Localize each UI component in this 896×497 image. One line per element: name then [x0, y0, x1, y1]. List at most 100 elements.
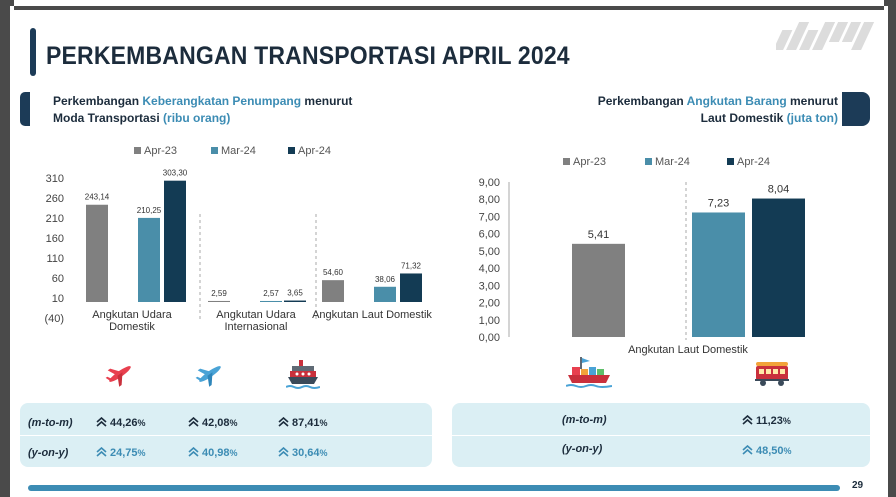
- y-tick-label: 8,00: [479, 194, 500, 206]
- y-tick-label: 7,00: [479, 211, 500, 223]
- cargo-bar-chart: Apr-23 Mar-24 Apr-24 9,00 8,00 7,00 6,00 5,00 4,…: [479, 156, 805, 356]
- y-tick-label: 4,00: [479, 263, 500, 275]
- double-chevron-up-icon: [96, 417, 107, 427]
- double-chevron-up-icon: [96, 447, 107, 457]
- legend-swatch: [727, 158, 734, 165]
- growth-value: 11,23%: [742, 415, 791, 427]
- y-tick-label: 1,00: [479, 315, 500, 327]
- data-label: 38,06: [375, 275, 396, 284]
- bar: [374, 286, 396, 302]
- y-tick-label: 210: [46, 213, 64, 225]
- right-header-accent: [842, 92, 870, 126]
- bar: [164, 180, 186, 302]
- growth-value: 48,50%: [742, 445, 792, 457]
- y-tick-label: 310: [46, 173, 64, 185]
- data-label: 3,65: [287, 289, 303, 298]
- legend-label: Mar-24: [655, 156, 690, 168]
- data-label: 8,04: [768, 184, 789, 196]
- page-number: 29: [852, 480, 864, 491]
- double-chevron-up-icon: [278, 447, 289, 457]
- title-accent-bar: [30, 28, 36, 76]
- data-label: 243,14: [85, 193, 110, 202]
- category-label: Internasional: [225, 321, 288, 333]
- category-label: Angkutan Laut Domestik: [312, 309, 432, 321]
- legend-swatch: [211, 147, 218, 154]
- legend-label: Apr-24: [298, 145, 331, 157]
- ship-passenger-icon: [286, 360, 320, 389]
- legend-swatch: [645, 158, 652, 165]
- legend-swatch: [134, 147, 141, 154]
- growth-value: 42,08%: [188, 417, 238, 429]
- y-tick-label: 0,00: [479, 332, 500, 344]
- passenger-bar-chart: Apr-23 Mar-24 Apr-24 310 260 210 160 110 60 10 (40…: [44, 145, 432, 333]
- mtm-label: (m-to-m): [28, 417, 73, 429]
- window-top-border: [0, 0, 896, 10]
- table-divider: [20, 435, 432, 436]
- y-tick-label: 6,00: [479, 229, 500, 241]
- y-tick-label: 260: [46, 193, 64, 205]
- window-left-border: [0, 0, 14, 497]
- growth-value: 44,26%: [96, 417, 146, 429]
- legend-label: Apr-23: [144, 145, 177, 157]
- left-header-accent: [20, 92, 30, 126]
- legend-label: Mar-24: [221, 145, 256, 157]
- data-label: 303,30: [163, 169, 188, 178]
- y-tick-label: 5,00: [479, 246, 500, 258]
- yoy-label: (y-on-y): [562, 443, 603, 455]
- category-label: Angkutan Udara: [216, 309, 296, 321]
- left-growth-table: (m-to-m) (y-on-y) 44,26% 42,08% 87,41% 2…: [20, 403, 432, 467]
- double-chevron-up-icon: [742, 445, 753, 455]
- y-tick-label: 10: [52, 293, 64, 305]
- category-label: Domestik: [109, 321, 155, 333]
- bar: [260, 300, 282, 302]
- y-tick-label: 3,00: [479, 280, 500, 292]
- growth-value: 30,64%: [278, 447, 328, 459]
- double-chevron-up-icon: [742, 415, 753, 425]
- y-tick-label: 60: [52, 273, 64, 285]
- growth-value: 40,98%: [188, 447, 238, 459]
- data-label: 71,32: [401, 261, 422, 270]
- growth-value: 87,41%: [278, 417, 328, 429]
- bps-logo-icon: [776, 22, 875, 50]
- legend-swatch: [288, 147, 295, 154]
- bar: [86, 204, 108, 302]
- y-tick-label: 110: [46, 253, 64, 265]
- double-chevron-up-icon: [278, 417, 289, 427]
- data-label: 5,41: [588, 229, 609, 241]
- bar: [572, 243, 625, 337]
- category-label: Angkutan Laut Domestik: [628, 344, 748, 356]
- data-label: 210,25: [137, 206, 162, 215]
- bar: [322, 280, 344, 302]
- y-tick-label: 2,00: [479, 298, 500, 310]
- data-label: 7,23: [708, 197, 729, 209]
- bar: [284, 300, 306, 302]
- footer-bar: [28, 485, 840, 491]
- bar: [752, 198, 805, 337]
- category-label: Angkutan Udara: [92, 309, 172, 321]
- table-divider: [452, 435, 870, 436]
- data-label: 2,59: [211, 289, 227, 298]
- mtm-label: (m-to-m): [562, 414, 607, 426]
- y-tick-label: 160: [46, 233, 64, 245]
- cargo-ship-icon: [566, 357, 612, 388]
- bar: [138, 217, 160, 302]
- double-chevron-up-icon: [188, 447, 199, 457]
- right-growth-table: (m-to-m) (y-on-y) 11,23% 48,50%: [452, 403, 870, 467]
- legend-label: Apr-24: [737, 156, 770, 168]
- y-tick-label: 9,00: [479, 177, 500, 189]
- page-title: PERKEMBANGAN TRANSPORTASI APRIL 2024: [46, 42, 570, 70]
- plane-international-icon: [195, 366, 221, 387]
- data-label: 54,60: [323, 268, 344, 277]
- bar: [208, 300, 230, 302]
- double-chevron-up-icon: [188, 417, 199, 427]
- left-chart-title: Perkembangan Keberangkatan Penumpang men…: [53, 94, 353, 125]
- right-chart-title: Perkembangan Angkutan Barang menurut Lau…: [597, 94, 838, 125]
- window-right-border: [884, 0, 896, 497]
- bar: [400, 273, 422, 302]
- legend-swatch: [563, 158, 570, 165]
- y-tick-label: (40): [44, 313, 64, 325]
- plane-domestic-icon: [105, 366, 131, 387]
- legend-label: Apr-23: [573, 156, 606, 168]
- data-label: 2,57: [263, 289, 279, 298]
- yoy-label: (y-on-y): [28, 447, 69, 459]
